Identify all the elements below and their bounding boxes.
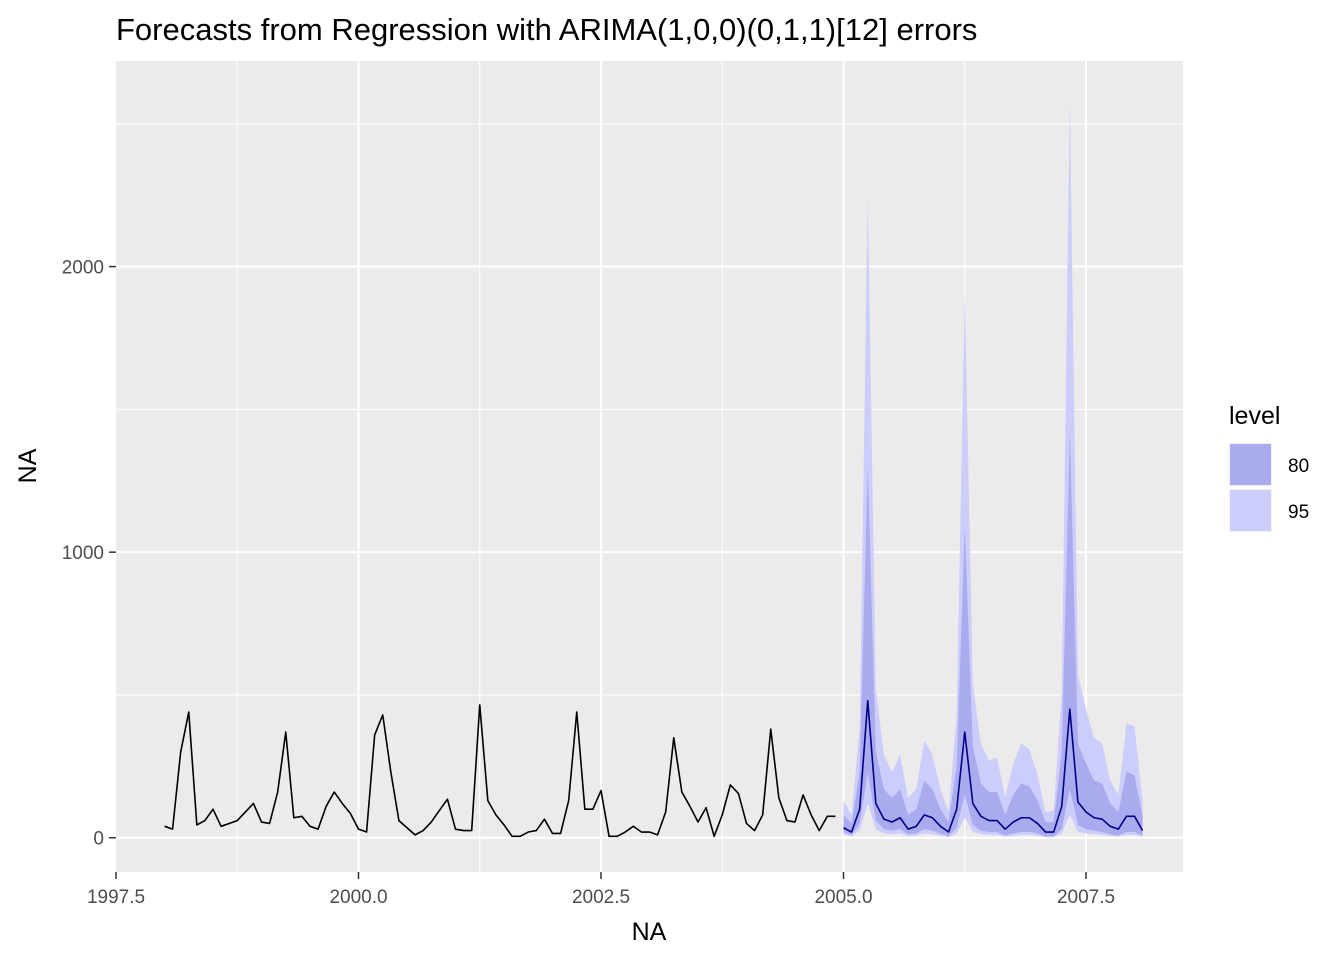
legend-key-95	[1230, 490, 1271, 531]
plot-panel	[116, 61, 1183, 872]
x-tick-label: 2002.5	[572, 887, 630, 908]
y-tick-label: 1000	[62, 543, 104, 564]
x-tick-label: 2007.5	[1057, 887, 1115, 908]
minor-gridlines	[116, 61, 1183, 872]
legend-title: level	[1229, 402, 1280, 430]
x-tick-label: 1997.5	[87, 887, 145, 908]
x-axis-title: NA	[632, 918, 667, 946]
y-axis: 0 1000 2000	[62, 258, 116, 850]
y-axis-title: NA	[14, 448, 42, 483]
legend-label-95: 95	[1288, 502, 1309, 523]
chart-title: Forecasts from Regression with ARIMA(1,0…	[116, 12, 977, 47]
legend-label-80: 80	[1288, 456, 1309, 477]
observed-line	[164, 704, 836, 838]
series-lines	[164, 699, 1144, 838]
legend: level 80 95	[1229, 402, 1309, 532]
x-tick-label: 2000.0	[329, 887, 387, 908]
y-tick-label: 0	[93, 829, 104, 850]
legend-key-80	[1230, 444, 1271, 485]
y-tick-label: 2000	[62, 258, 104, 279]
forecast-line	[843, 699, 1144, 833]
x-tick-label: 2005.0	[814, 887, 872, 908]
x-axis: 1997.5 2000.0 2002.5 2005.0 2007.5	[87, 872, 1115, 908]
